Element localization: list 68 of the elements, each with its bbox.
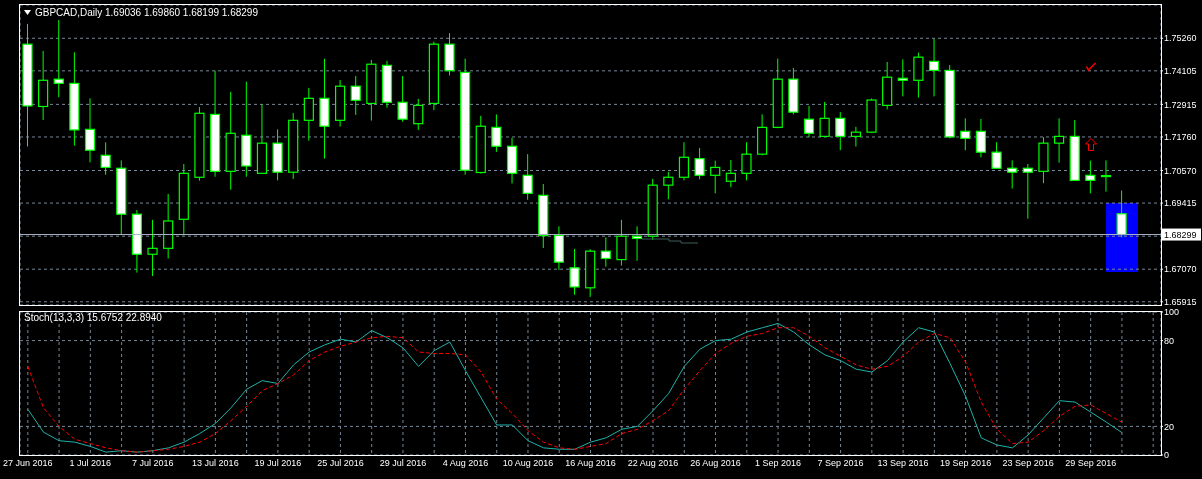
candlestick — [147, 219, 158, 277]
x-tick-label: 1 Jul 2016 — [69, 458, 112, 469]
x-tick-label: 7 Sep 2016 — [817, 458, 864, 469]
x-tick-label: 10 Aug 2016 — [502, 458, 554, 469]
candlestick — [84, 97, 96, 163]
candlestick — [616, 219, 627, 267]
candlestick — [413, 98, 424, 131]
candlestick — [694, 147, 705, 180]
candlestick — [397, 75, 408, 123]
candlestick — [913, 52, 924, 98]
y-tick-label: 1.71760 — [1164, 132, 1197, 143]
candlestick — [100, 141, 111, 176]
y-tick-label: 1.75260 — [1164, 33, 1197, 44]
candlestick — [741, 141, 752, 181]
y-tick-label: 1.70570 — [1164, 165, 1197, 176]
x-tick-label: 26 Aug 2016 — [690, 458, 741, 469]
y-tick-label: 20 — [1164, 421, 1175, 432]
candlestick — [1116, 190, 1127, 238]
candlestick — [835, 111, 846, 151]
candlestick — [803, 105, 815, 138]
candlestick — [975, 118, 987, 158]
y-tick-label: 1.65915 — [1164, 296, 1197, 307]
y-tick-label: 1.67070 — [1164, 264, 1197, 275]
candlestick — [663, 171, 674, 200]
candlestick — [960, 117, 971, 151]
candlestick — [819, 101, 830, 138]
candlestick — [522, 153, 533, 201]
x-tick-label: 19 Jul 2016 — [254, 458, 302, 469]
x-tick-label: 29 Jul 2016 — [379, 458, 427, 469]
candlestick — [850, 126, 861, 148]
candlestick — [303, 87, 314, 142]
y-tick-label: 1.69415 — [1164, 198, 1197, 209]
x-tick-label: 4 Aug 2016 — [442, 458, 489, 469]
candlestick — [725, 159, 736, 188]
x-tick-label: 13 Sep 2016 — [877, 458, 929, 469]
x-tick-label: 7 Jul 2016 — [132, 458, 174, 469]
candlestick — [678, 141, 690, 181]
candlestick — [53, 19, 64, 98]
y-tick-label: 80 — [1164, 335, 1175, 346]
candlestick — [1053, 117, 1065, 164]
candlestick — [1085, 160, 1096, 194]
candlestick — [710, 160, 721, 194]
y-tick-label: 1.74105 — [1164, 65, 1197, 76]
x-tick-label: 19 Sep 2016 — [940, 458, 992, 469]
candlestick — [1007, 159, 1018, 190]
candlestick — [491, 113, 502, 153]
x-tick-label: 16 Aug 2016 — [565, 458, 616, 469]
candlestick — [1022, 163, 1033, 220]
x-tick-label: 13 Jul 2016 — [192, 458, 239, 469]
chart-title: GBPCAD,Daily 1.69036 1.69860 1.68199 1.68299 — [35, 7, 258, 19]
x-tick-label: 22 Aug 2016 — [627, 458, 679, 469]
candlestick — [569, 248, 580, 296]
x-tick-label: 1 Sep 2016 — [755, 458, 802, 469]
chart-title: Stoch(13,3,3) 15.6752 22.8940 — [24, 312, 162, 324]
candlestick — [928, 38, 940, 97]
y-tick-label: 0 — [1164, 450, 1170, 461]
candlestick — [350, 75, 361, 116]
x-tick-label: 23 Sep 2016 — [1002, 458, 1054, 469]
ref-line-label: 1.68299 — [1164, 229, 1197, 240]
candlestick — [897, 58, 908, 97]
candlestick — [1100, 159, 1112, 193]
y-tick-label: 100 — [1164, 307, 1180, 318]
y-tick-label: 1.72915 — [1164, 99, 1197, 110]
candlestick — [991, 141, 1002, 169]
x-tick-label: 27 Jun 2016 — [3, 458, 53, 469]
candlestick — [600, 236, 611, 268]
x-tick-label: 25 Jul 2016 — [317, 458, 364, 469]
x-tick-label: 29 Sep 2016 — [1065, 458, 1117, 469]
